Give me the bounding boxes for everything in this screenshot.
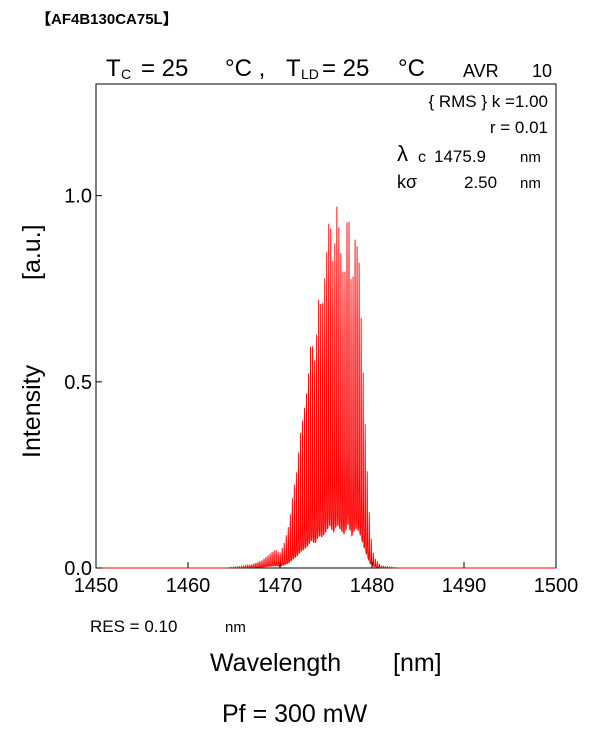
y-axis-ticks: 0.0 0.5 1.0 xyxy=(64,186,102,580)
r-line: r = 0.01 xyxy=(490,118,548,137)
lambda-unit: nm xyxy=(520,149,541,166)
lambda-value: 1475.9 xyxy=(434,147,486,166)
y-axis-title: Intensity [a.u.] xyxy=(18,224,46,458)
rms-line: { RMS } k =1.00 xyxy=(428,92,548,111)
temperature-header: T C = 25 °C , T LD = 25 °C AVR 10 xyxy=(106,55,552,82)
x-axis-label: Wavelength xyxy=(210,649,341,677)
pf-label: Pf = 300 mW xyxy=(222,700,368,728)
lambda-symbol: λ xyxy=(397,141,408,166)
ksigma-value: 2.50 xyxy=(464,173,497,192)
plot-frame xyxy=(95,83,557,569)
res-unit: nm xyxy=(225,619,246,636)
x-tick-label: 1480 xyxy=(350,575,395,597)
tld-unit: °C xyxy=(398,55,425,82)
x-tick-label: 1470 xyxy=(258,575,303,597)
x-tick-label: 1500 xyxy=(534,575,579,597)
tc-eq: = 25 xyxy=(141,55,188,82)
tld-label: T xyxy=(286,55,301,82)
tld-sub: LD xyxy=(301,66,319,82)
y-axis-unit: [a.u.] xyxy=(18,224,46,280)
x-axis-ticks: 1450 1460 1470 1480 1490 1500 xyxy=(74,562,579,597)
tc-sub: C xyxy=(121,66,131,82)
x-tick-label: 1460 xyxy=(166,575,211,597)
fit-annotations: { RMS } k =1.00 r = 0.01 λ c 1475.9 nm k… xyxy=(397,92,548,192)
y-tick-label: 0.5 xyxy=(64,372,92,394)
x-axis-unit: [nm] xyxy=(393,649,442,677)
ksigma-unit: nm xyxy=(520,175,541,192)
tc-label: T xyxy=(106,55,121,82)
y-tick-label: 1.0 xyxy=(64,186,92,208)
avr-value: 10 xyxy=(532,61,552,81)
part-number: 【AF4B130CA75L】 xyxy=(36,10,178,28)
y-axis-label: Intensity xyxy=(18,364,46,458)
x-tick-label: 1450 xyxy=(74,575,119,597)
res-label: RES = 0.10 xyxy=(90,617,177,636)
lambda-sub: c xyxy=(418,149,426,166)
avr-label: AVR xyxy=(463,61,499,81)
tld-eq: = 25 xyxy=(322,55,369,82)
spectrum-trace xyxy=(96,206,556,569)
tc-unit: °C , xyxy=(225,55,265,82)
ksigma-label: kσ xyxy=(397,172,417,192)
y-tick-label: 0.0 xyxy=(64,558,92,580)
x-tick-label: 1490 xyxy=(442,575,487,597)
